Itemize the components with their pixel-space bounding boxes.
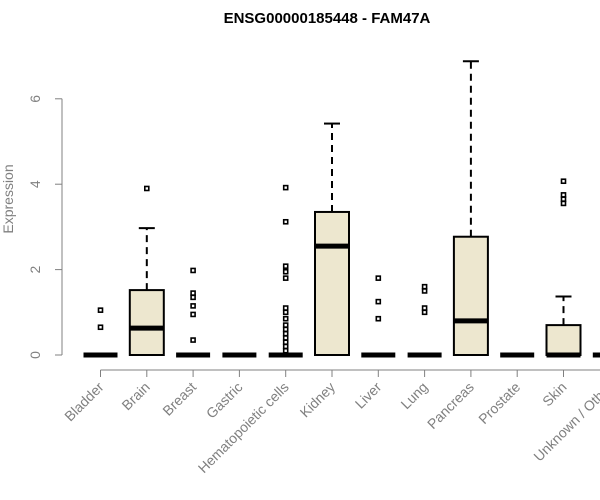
x-tick-label: Kidney (297, 379, 339, 421)
outlier-point (282, 322, 289, 328)
box-group (83, 307, 118, 358)
outlier-point (190, 337, 196, 343)
outlier-point (421, 283, 428, 290)
box-group (452, 60, 489, 356)
outlier-point (282, 184, 289, 191)
outlier-point (560, 196, 567, 202)
x-tick-label: Prostate (475, 379, 523, 427)
outlier-point (282, 268, 289, 275)
outlier-point (560, 200, 567, 207)
box (128, 289, 165, 357)
outlier-point (282, 263, 289, 269)
box-group (545, 178, 582, 358)
outlier-point (282, 218, 289, 225)
x-tick-label: Breast (159, 379, 199, 419)
chart-title: ENSG00000185448 - FAM47A (224, 10, 431, 27)
y-axis-label: Expression (0, 164, 16, 233)
outlier-point (282, 343, 289, 350)
outlier-point (190, 311, 196, 318)
box-group (268, 184, 303, 358)
outlier-point (421, 309, 428, 316)
outlier-point (282, 309, 289, 316)
outlier-point (282, 339, 289, 345)
x-tick-label: Gastric (203, 379, 246, 422)
x-tick-label: Lung (397, 379, 430, 412)
box-group (314, 122, 350, 356)
box (545, 324, 582, 356)
box-group (407, 283, 442, 358)
box-group (128, 185, 165, 357)
x-tick-label: Bladder (61, 379, 107, 425)
outlier-point (97, 324, 104, 331)
outlier-point (421, 288, 428, 294)
outlier-point (190, 290, 196, 296)
box-group (361, 275, 396, 358)
box (314, 210, 350, 356)
y-tick-label: 6 (27, 95, 43, 103)
outlier-point (282, 326, 289, 333)
x-tick-label: Hematopoietic cells (195, 379, 292, 476)
outlier-point (282, 347, 289, 354)
x-tick-label: Skin (539, 379, 570, 410)
y-tick-label: 4 (27, 180, 43, 188)
box-group (176, 267, 211, 358)
outlier-point (282, 335, 289, 341)
outlier-point (282, 275, 289, 281)
outlier-point (282, 330, 289, 337)
outlier-point (282, 305, 289, 311)
outlier-point (282, 315, 289, 322)
x-tick-label: Liver (352, 379, 385, 412)
outlier-point (375, 315, 382, 322)
y-axis: 0 2 4 6 (27, 95, 63, 359)
x-tick-label: Pancreas (424, 379, 477, 432)
outlier-point (560, 178, 567, 185)
plot-area (83, 60, 600, 358)
outlier-point (144, 185, 150, 192)
outlier-point (375, 298, 382, 305)
outlier-point (421, 305, 428, 311)
outlier-point (190, 294, 196, 301)
box-group (592, 352, 600, 358)
outlier-point (190, 303, 196, 309)
box (452, 235, 489, 356)
outlier-point (190, 267, 196, 274)
outlier-point (560, 192, 567, 198)
outlier-point (97, 307, 104, 313)
y-tick-label: 0 (27, 351, 43, 359)
outlier-point (375, 275, 382, 281)
y-tick-label: 2 (27, 265, 43, 273)
x-tick-label: Brain (118, 379, 152, 413)
